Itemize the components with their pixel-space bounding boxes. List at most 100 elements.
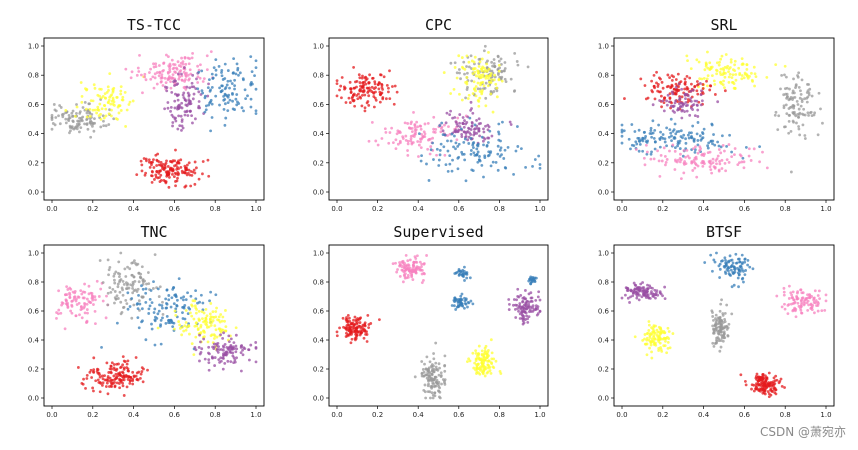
scatter-point-blue bbox=[234, 72, 238, 76]
scatter-point-gray bbox=[800, 100, 804, 103]
scatter-point-gray bbox=[788, 87, 791, 91]
scatter-point-yellow bbox=[481, 365, 485, 369]
x-tick-label: 0.2 bbox=[657, 205, 668, 213]
scatter-point-pink bbox=[791, 309, 795, 313]
scatter-point-gray bbox=[147, 282, 151, 286]
scatter-point-gray bbox=[792, 77, 795, 81]
y-tick-label: 0.4 bbox=[28, 130, 40, 138]
scatter-point-yellow bbox=[497, 69, 501, 73]
scatter-point-red bbox=[201, 160, 205, 163]
scatter-point-yellow bbox=[724, 53, 728, 56]
scatter-point-red bbox=[189, 169, 193, 173]
scatter-point-yellow bbox=[485, 62, 489, 66]
scatter-point-blue bbox=[637, 128, 641, 132]
x-tick-label: 0.8 bbox=[494, 411, 505, 419]
scatter-point-red bbox=[353, 86, 357, 90]
y-tick-label: 0.0 bbox=[313, 395, 324, 403]
scatter-point-gray bbox=[726, 334, 730, 338]
scatter-point-purple bbox=[219, 356, 223, 360]
scatter-point-purple bbox=[233, 347, 236, 350]
scatter-point-blue bbox=[693, 151, 697, 154]
scatter-point-gray bbox=[125, 287, 128, 291]
scatter-point-gray bbox=[54, 116, 58, 119]
scatter-point-yellow bbox=[111, 89, 115, 93]
scatter-point-pink bbox=[396, 129, 400, 133]
scatter-point-red bbox=[85, 373, 89, 377]
scatter-point-yellow bbox=[99, 117, 103, 121]
scatter-point-purple bbox=[512, 298, 516, 301]
scatter-point-yellow bbox=[657, 349, 661, 352]
scatter-point-gray bbox=[437, 380, 441, 384]
scatter-point-blue bbox=[218, 103, 221, 107]
scatter-point-pink bbox=[184, 75, 188, 78]
scatter-point-yellow bbox=[209, 323, 213, 327]
scatter-point-red bbox=[659, 94, 663, 98]
axes-frame bbox=[43, 37, 265, 201]
scatter-point-red bbox=[340, 96, 343, 100]
scatter-point-blue bbox=[226, 69, 230, 72]
scatter-point-yellow bbox=[103, 92, 107, 96]
scatter-point-red bbox=[150, 174, 154, 178]
scatter-point-blue bbox=[250, 70, 254, 74]
scatter-point-yellow bbox=[745, 67, 749, 71]
scatter-point-pink bbox=[682, 161, 686, 165]
scatter-point-yellow bbox=[85, 115, 89, 119]
scatter-point-red bbox=[156, 159, 159, 163]
scatter-point-yellow bbox=[666, 326, 670, 330]
scatter-point-yellow bbox=[740, 57, 744, 61]
scatter-point-purple bbox=[471, 111, 475, 115]
scatter-point-purple bbox=[192, 85, 196, 89]
scatter-point-blue bbox=[641, 149, 645, 153]
scatter-point-red bbox=[680, 95, 684, 99]
scatter-point-yellow bbox=[125, 108, 129, 112]
scatter-point-blue bbox=[156, 312, 160, 316]
scatter-point-gray bbox=[500, 63, 503, 66]
scatter-point-pink bbox=[370, 120, 374, 124]
scatter-point-red bbox=[361, 85, 364, 89]
scatter-point-blue bbox=[140, 284, 143, 288]
scatter-point-gray bbox=[719, 322, 723, 326]
scatter-point-purple bbox=[527, 292, 531, 296]
scatter-point-pink bbox=[649, 157, 653, 161]
scatter-point-purple bbox=[172, 80, 175, 84]
scatter-point-red bbox=[677, 88, 681, 92]
scatter-point-blue bbox=[658, 145, 662, 149]
scatter-point-yellow bbox=[475, 372, 478, 375]
scatter-point-blue bbox=[171, 325, 175, 329]
scatter-point-yellow bbox=[708, 61, 712, 65]
scatter-point-blue bbox=[210, 116, 214, 119]
scatter-point-yellow bbox=[115, 95, 119, 99]
scatter-point-yellow bbox=[487, 77, 490, 80]
scatter-point-purple bbox=[207, 358, 211, 362]
scatter-point-blue bbox=[201, 91, 205, 95]
scatter-point-red bbox=[115, 381, 119, 385]
scatter-point-red bbox=[357, 318, 361, 321]
scatter-point-gray bbox=[797, 127, 801, 131]
axes-frame bbox=[328, 37, 549, 201]
scatter-point-pink bbox=[404, 139, 408, 142]
scatter-point-purple bbox=[464, 135, 468, 138]
scatter-point-red bbox=[174, 163, 178, 167]
scatter-point-purple bbox=[183, 113, 187, 117]
y-tick-label: 0.0 bbox=[28, 395, 39, 403]
scatter-point-red bbox=[750, 383, 754, 387]
scatter-point-blue bbox=[487, 153, 491, 157]
scatter-point-yellow bbox=[645, 353, 649, 357]
scatter-point-pink bbox=[162, 68, 165, 72]
scatter-point-gray bbox=[68, 116, 72, 120]
scatter-point-blue bbox=[620, 128, 624, 132]
scatter-point-yellow bbox=[484, 344, 488, 348]
scatter-point-gray bbox=[723, 326, 726, 330]
scatter-point-blue bbox=[254, 59, 258, 63]
scatter-point-red bbox=[174, 184, 177, 188]
scatter-point-blue bbox=[634, 140, 638, 144]
scatter-point-blue bbox=[480, 164, 484, 167]
scatter-point-purple bbox=[661, 99, 665, 103]
scatter-point-purple bbox=[689, 106, 693, 110]
scatter-point-purple bbox=[482, 130, 486, 134]
scatter-point-pink bbox=[82, 296, 86, 300]
scatter-point-blue bbox=[476, 144, 480, 148]
scatter-point-gray bbox=[715, 338, 718, 342]
scatter-point-yellow bbox=[482, 84, 486, 88]
scatter-point-gray bbox=[432, 357, 436, 361]
